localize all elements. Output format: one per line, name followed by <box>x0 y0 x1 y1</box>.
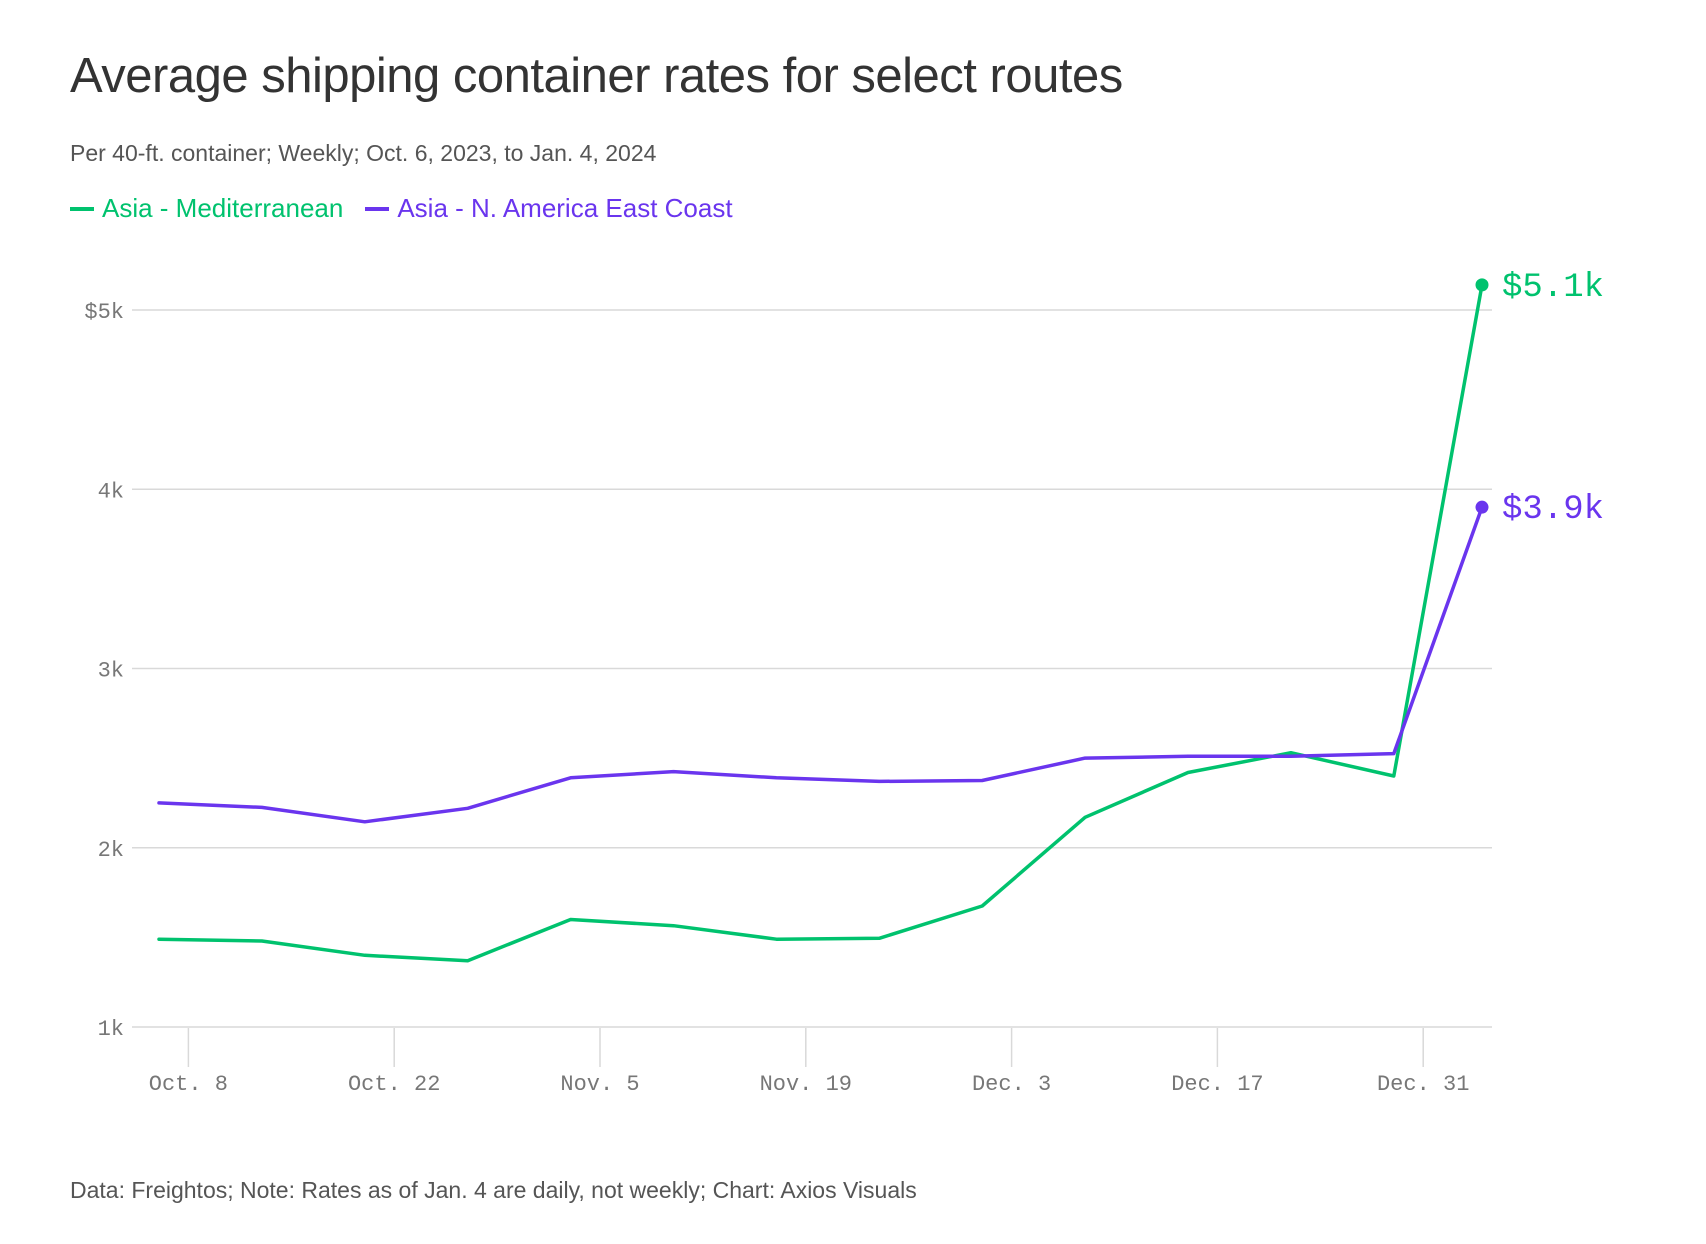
x-tick-label: Oct. 8 <box>149 1072 228 1097</box>
series-line-mediterranean <box>157 283 1484 963</box>
legend-swatch-mediterranean <box>70 206 94 211</box>
y-tick-label: 4k <box>98 479 124 504</box>
series-line-east-coast <box>157 505 1484 824</box>
legend-label-mediterranean: Asia - Mediterranean <box>102 193 344 223</box>
y-tick-label: 2k <box>98 838 124 863</box>
end-point-east-coast <box>1475 500 1489 514</box>
chart-title: Average shipping container rates for sel… <box>70 49 1123 103</box>
legend-swatch-east-coast <box>365 206 390 211</box>
x-tick-label: Nov. 5 <box>560 1072 639 1097</box>
chart-footer: Data: Freightos; Note: Rates as of Jan. … <box>70 1177 917 1203</box>
x-tick-label: Dec. 3 <box>972 1072 1051 1097</box>
y-tick-label: 1k <box>98 1017 124 1042</box>
end-point-mediterranean <box>1475 278 1489 292</box>
end-value-label: $5.1k <box>1502 269 1604 307</box>
x-tick-label: Nov. 19 <box>760 1072 852 1097</box>
x-tick-label: Dec. 17 <box>1171 1072 1263 1097</box>
x-tick-label: Oct. 22 <box>348 1072 440 1097</box>
y-tick-label: $5k <box>84 300 124 325</box>
chart-subtitle: Per 40-ft. container; Weekly; Oct. 6, 20… <box>70 140 657 166</box>
legend-item-east-coast: Asia - N. America East Coast <box>365 193 733 224</box>
y-tick-label: 3k <box>98 659 124 684</box>
x-tick-label: Dec. 31 <box>1377 1072 1469 1097</box>
legend-item-mediterranean: Asia - Mediterranean <box>70 193 343 224</box>
legend: Asia - Mediterranean Asia - N. America E… <box>70 193 733 224</box>
legend-label-east-coast: Asia - N. America East Coast <box>397 193 733 223</box>
end-value-label: $3.9k <box>1502 491 1604 529</box>
